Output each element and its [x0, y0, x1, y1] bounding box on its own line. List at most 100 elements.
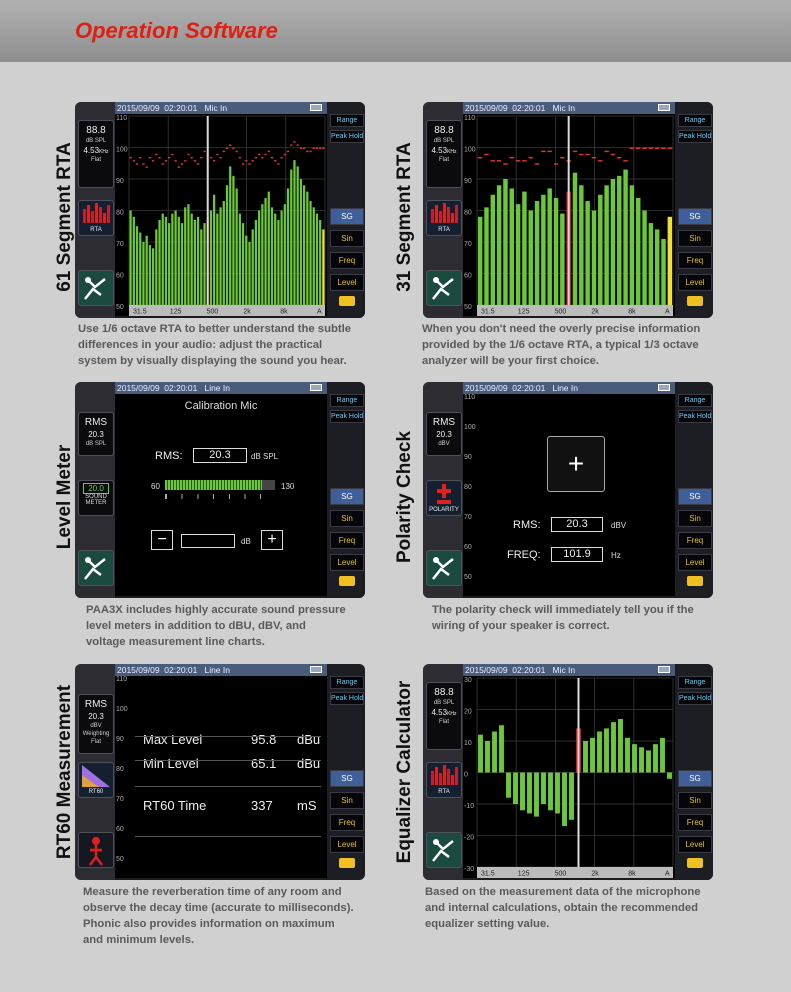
spectrum-bar — [174, 210, 177, 305]
softkey-level[interactable]: Level — [678, 274, 712, 291]
spectrum-bar — [503, 179, 508, 305]
measurement-icon[interactable] — [78, 832, 114, 868]
spectrum-bar — [522, 191, 527, 305]
softkey-sin[interactable]: Sin — [330, 230, 364, 247]
rta-mode-label: RTA — [438, 227, 450, 233]
softkey-freq[interactable]: Freq — [678, 252, 712, 269]
peak-marker — [245, 160, 248, 162]
folder-icon[interactable] — [339, 576, 355, 586]
mode-icon[interactable]: 20.0 SOUND METER — [78, 480, 114, 516]
softkey-sg[interactable]: SG — [678, 770, 712, 787]
measurement-icon[interactable] — [426, 550, 462, 586]
spectrum-bar — [661, 238, 666, 305]
peak-marker — [213, 160, 216, 162]
reading-card: RMS 20.3 dBV — [426, 412, 462, 456]
decrease-button[interactable]: − — [151, 530, 173, 550]
folder-icon[interactable] — [687, 296, 703, 306]
measurement-icon[interactable] — [78, 550, 114, 586]
y-tick-label: -10 — [464, 803, 474, 810]
caption-line: Based on the measurement data of the mic… — [425, 886, 701, 898]
softkey-sg[interactable]: SG — [330, 770, 364, 787]
peak-hold-button[interactable]: Peak Hold — [330, 692, 364, 705]
softkey-level[interactable]: Level — [678, 554, 712, 571]
peak-hold-button[interactable]: Peak Hold — [678, 410, 712, 423]
range-button[interactable]: Range — [330, 394, 364, 407]
softkey-sg[interactable]: SG — [330, 488, 364, 505]
status-input: Mic In — [552, 103, 576, 113]
right-panel: Range Peak Hold SG Sin Freq Level — [327, 102, 365, 318]
softkey-freq[interactable]: Freq — [330, 532, 364, 549]
increase-button[interactable]: + — [261, 530, 283, 550]
peak-hold-button[interactable]: Peak Hold — [330, 410, 364, 423]
peak-marker — [270, 156, 274, 159]
microphone-icon — [432, 839, 454, 862]
mode-icon[interactable]: RT60 — [78, 762, 114, 798]
spectrum-bar — [132, 216, 135, 305]
measurement-icon[interactable] — [426, 832, 462, 868]
rta-icon-bar — [439, 211, 442, 223]
peak-marker — [296, 144, 299, 146]
folder-icon[interactable] — [339, 858, 355, 868]
status-bar: 2015/09/09 02:20:01 Line In — [115, 664, 327, 676]
softkey-freq[interactable]: Freq — [678, 532, 712, 549]
db-input-unit: dB — [241, 537, 251, 546]
range-button[interactable]: Range — [330, 676, 364, 689]
softkey-sin[interactable]: Sin — [330, 792, 364, 809]
peak-hold-button[interactable]: Peak Hold — [678, 692, 712, 705]
softkey-freq[interactable]: Freq — [330, 814, 364, 831]
spectrum-bar — [151, 248, 155, 305]
peak-marker — [534, 163, 540, 165]
peak-hold-button[interactable]: Peak Hold — [678, 130, 712, 143]
range-button[interactable]: Range — [678, 394, 712, 407]
mode-icon[interactable]: POLARITY — [426, 480, 462, 516]
range-button[interactable]: Range — [678, 114, 712, 127]
rta-bars-icon — [431, 203, 458, 223]
peak-marker — [299, 147, 303, 149]
peak-marker — [203, 150, 206, 153]
range-button[interactable]: Range — [678, 676, 712, 689]
reading-card: 88.8 dB SPL 4.53KHz Flat — [78, 120, 114, 188]
caption-line: Measure the reverberation time of any ro… — [83, 886, 342, 898]
measurement-icon[interactable] — [78, 270, 114, 306]
softkey-freq[interactable]: Freq — [330, 252, 364, 269]
panel-caption: Based on the measurement data of the mic… — [425, 884, 725, 932]
peak-hold-button[interactable]: Peak Hold — [330, 130, 364, 143]
softkey-freq[interactable]: Freq — [678, 814, 712, 831]
softkey-sg[interactable]: SG — [678, 488, 712, 505]
softkey-level[interactable]: Level — [330, 836, 364, 853]
folder-icon[interactable] — [687, 576, 703, 586]
softkey-sin[interactable]: Sin — [678, 230, 712, 247]
rta-mode-icon[interactable]: RTA — [426, 200, 462, 236]
softkey-level[interactable]: Level — [678, 836, 712, 853]
spectrum-bar — [623, 169, 628, 305]
rta-bars-icon — [83, 203, 110, 223]
folder-icon[interactable] — [339, 296, 355, 306]
rta-icon-bar — [99, 207, 102, 223]
measurement-icon[interactable] — [426, 270, 462, 306]
peak-marker — [572, 150, 578, 153]
peak-marker — [142, 163, 145, 165]
spectrum-bar — [222, 201, 225, 305]
status-time: 02:20:01 — [512, 665, 546, 675]
spectrum-bar — [238, 213, 241, 305]
peak-marker — [280, 156, 283, 159]
softkey-sg[interactable]: SG — [678, 208, 712, 225]
rta-mode-icon[interactable]: RTA — [78, 200, 114, 236]
rta-mode-icon[interactable]: RTA — [426, 762, 462, 798]
folder-icon[interactable] — [687, 858, 703, 868]
softkey-level[interactable]: Level — [330, 554, 364, 571]
db-input-field[interactable] — [181, 534, 235, 548]
spectrum-bar — [660, 737, 665, 773]
softkey-level[interactable]: Level — [330, 274, 364, 291]
peak-marker — [155, 153, 158, 156]
peak-marker — [636, 147, 641, 149]
softkey-sg[interactable]: SG — [330, 208, 364, 225]
softkey-sin[interactable]: Sin — [678, 510, 712, 527]
spectrum-bar — [261, 204, 264, 305]
softkey-sin[interactable]: Sin — [678, 792, 712, 809]
x-tick-label: 125 — [518, 309, 530, 316]
peak-marker — [132, 160, 135, 162]
softkey-sin[interactable]: Sin — [330, 510, 364, 527]
spectrum-bar — [548, 772, 553, 811]
range-button[interactable]: Range — [330, 114, 364, 127]
